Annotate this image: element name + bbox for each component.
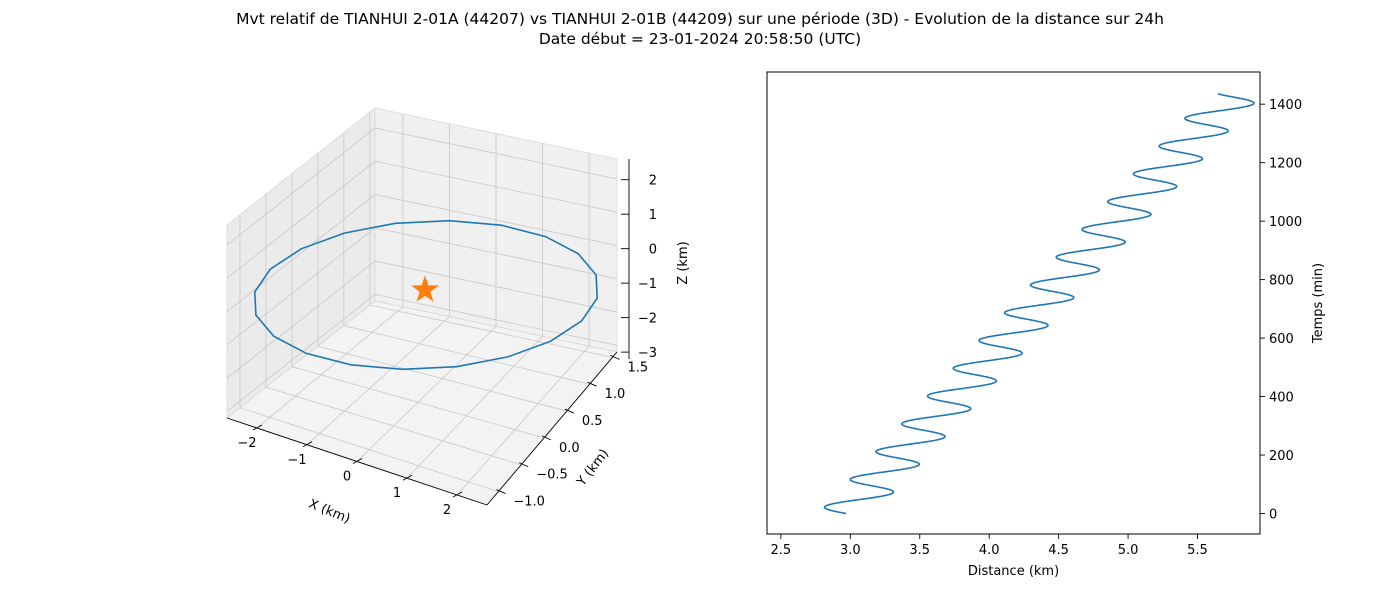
y-tick-label: 1.0 <box>605 387 626 402</box>
x-tick-label: 4.0 <box>979 543 1000 558</box>
x-tick-label: −1 <box>287 453 306 468</box>
x-axis-label: X (km) <box>306 497 352 527</box>
x-tick-label: 5.0 <box>1118 543 1139 558</box>
y-tick-label: 1000 <box>1269 215 1302 230</box>
z-tick-label: −3 <box>638 346 657 361</box>
x-tick-label: 4.5 <box>1048 543 1069 558</box>
x-gridline <box>456 153 590 496</box>
plot-frame <box>766 71 1261 535</box>
x-tick <box>352 458 363 464</box>
z-gridline <box>226 293 618 412</box>
x-gridline <box>406 143 543 479</box>
x-gridline <box>306 123 450 446</box>
plot-3d: −2 −1 0 1 2 −1.0 −0.5 0.00.51.01.5−3 −2 −1 0 1 2 X (k… <box>226 107 691 527</box>
y-tick-label: 0.5 <box>582 414 603 429</box>
y-tick <box>587 381 597 387</box>
y-tick <box>610 354 620 360</box>
y-tick-label: 0.0 <box>559 441 580 456</box>
z-tick-label: 0 <box>649 243 657 258</box>
z-gridline <box>226 194 618 312</box>
y-tick <box>564 408 575 414</box>
y-tick-label: 600 <box>1269 332 1294 347</box>
z-tick-label: −2 <box>638 312 657 327</box>
x-tick-label: 2 <box>443 503 451 518</box>
y-axis-line <box>486 351 618 506</box>
z-axis-label: Z (km) <box>676 241 691 284</box>
x-tick <box>402 474 413 481</box>
z-gridline <box>226 160 618 279</box>
y-gridline <box>343 132 590 385</box>
y-tick-label: −0.5 <box>536 468 568 483</box>
z-gridline <box>226 260 618 379</box>
y-gridline <box>239 214 499 492</box>
y-tick <box>519 462 529 468</box>
x-tick-label: 3.0 <box>840 543 861 558</box>
y-gridline <box>265 194 522 466</box>
distance-series-line <box>823 93 1255 515</box>
x-tick-label: 2.5 <box>771 543 792 558</box>
origin-star-marker <box>411 275 439 302</box>
y-tick-label: 1400 <box>1269 98 1302 113</box>
z-tick-label: 2 <box>649 174 657 189</box>
y-tick <box>541 435 552 441</box>
x-tick <box>252 424 263 431</box>
y-gridline <box>291 173 545 439</box>
plot-2d: 2.5 3.0 3.5 4.0 4.5 5.0 5.5 0 200 400 600 800 1000 12… <box>766 71 1326 579</box>
y-tick-label: 0 <box>1269 508 1277 523</box>
y-tick-label: 1.5 <box>627 360 648 375</box>
x-gridline <box>356 133 497 462</box>
x-tick-label: 5.5 <box>1187 543 1208 558</box>
x-tick-label: 1 <box>393 486 401 501</box>
y-tick <box>496 489 506 494</box>
y-gridline <box>317 153 567 412</box>
y-gridline <box>369 112 613 358</box>
z-gridline <box>226 127 618 246</box>
y-tick-label: 200 <box>1269 449 1294 464</box>
x-tick-label: 3.5 <box>909 543 930 558</box>
y-tick-label: 1200 <box>1269 157 1302 172</box>
x-tick <box>302 441 313 448</box>
y-axis-label: Temps (min) <box>1311 263 1326 344</box>
orbit-line <box>253 219 599 371</box>
y-tick-label: 400 <box>1269 391 1294 406</box>
x-gridline <box>256 113 404 429</box>
x-tick-label: −2 <box>237 436 256 451</box>
z-tick-label: −1 <box>638 277 657 292</box>
figure-title-line2: Date début = 23-01-2024 20:58:50 (UTC) <box>538 30 862 48</box>
y-tick-label: 800 <box>1269 274 1294 289</box>
x-axis-label: Distance (km) <box>968 564 1059 579</box>
figure-title-line1: Mvt relatif de TIANHUI 2-01A (44207) vs … <box>236 10 1164 28</box>
y-tick-label: −1.0 <box>513 495 545 510</box>
x-tick-label: 0 <box>343 470 351 485</box>
x-tick <box>452 491 463 498</box>
z-tick-label: 1 <box>649 208 657 223</box>
